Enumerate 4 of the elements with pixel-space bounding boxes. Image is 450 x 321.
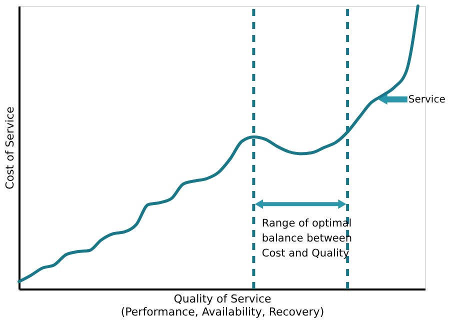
y-axis-title: Cost of Service xyxy=(4,106,16,190)
x-axis-title: Quality of Service (Performance, Availability, Recovery) xyxy=(120,292,324,318)
annotation: Range of optimal balance between Cost and Quality xyxy=(262,217,352,260)
annotation: Service xyxy=(408,94,446,106)
